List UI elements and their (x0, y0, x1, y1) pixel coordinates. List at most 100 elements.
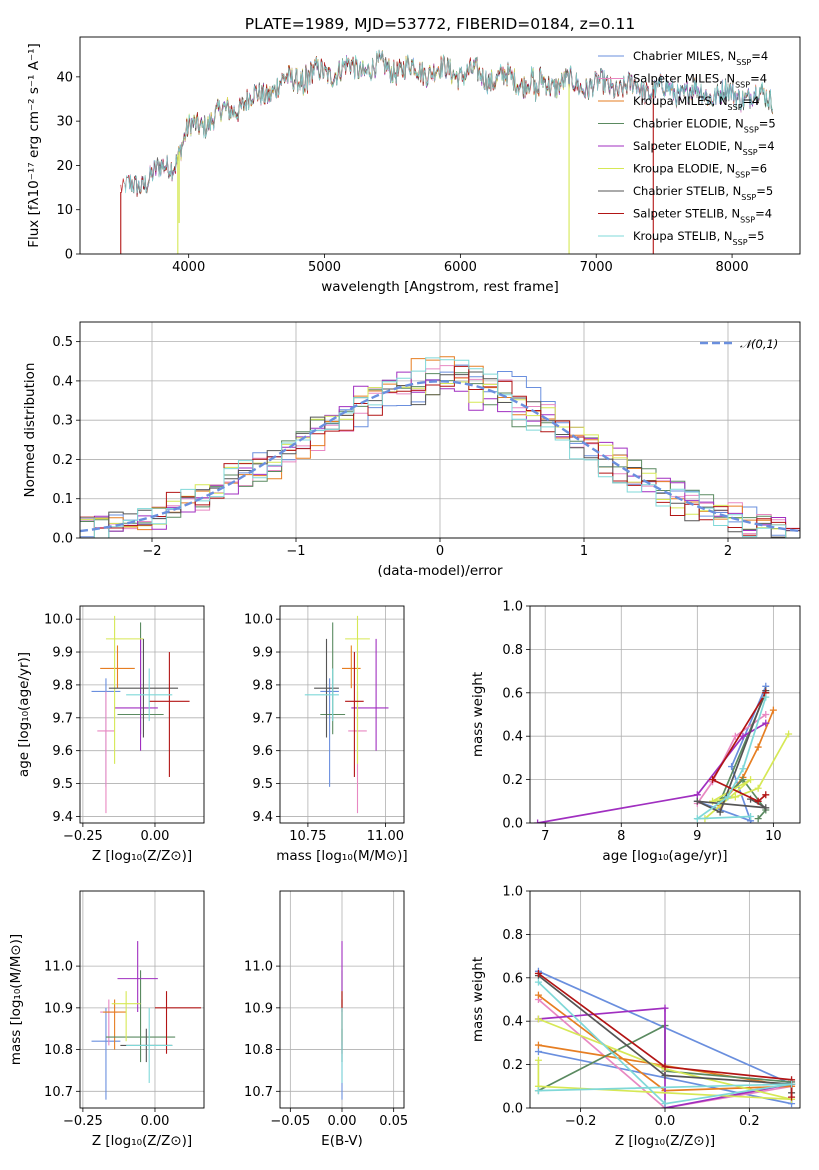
y-tick-label: 9.4 (252, 810, 273, 825)
weight-point-4 (762, 719, 770, 727)
y-axis-label: mass [log₁₀(M/M⊙)] (8, 934, 24, 1065)
weight-point-2 (754, 743, 762, 751)
y-tick-label: 0.8 (502, 928, 523, 943)
weight-point-5 (731, 793, 739, 801)
y-tick-label: 11.0 (44, 960, 73, 975)
axes-frame (279, 605, 405, 824)
legend: Chabrier MILES, NSSP=4 Salpeter MILES, NS… (598, 49, 776, 247)
legend-entry-8: Kroupa STELIB, NSSP=5 (633, 229, 764, 247)
y-tick-label: 0 (65, 248, 73, 263)
x-tick-label: 10.75 (289, 829, 326, 844)
y-tick-label: 9.6 (252, 744, 273, 759)
y-tick-label: 9.9 (52, 646, 73, 661)
y-tick-label: 0.2 (502, 773, 523, 788)
y-tick-label: 0.4 (502, 1015, 523, 1030)
y-tick-label: 0.0 (52, 532, 73, 547)
weight-point-4 (739, 732, 747, 740)
y-tick-label: 10.8 (44, 1043, 73, 1058)
weight-point-8 (724, 793, 732, 801)
y-tick-label: 0.2 (502, 1058, 523, 1073)
weight-point-5 (785, 730, 793, 738)
y-tick-label: 10.7 (244, 1085, 273, 1100)
weight-point-3 (739, 776, 747, 784)
weight-point-4 (534, 819, 542, 823)
legend-entry-6: Chabrier STELIB, NSSP=5 (633, 184, 773, 202)
figure-title: PLATE=1989, MJD=53772, FIBERID=0184, z=0… (245, 15, 635, 33)
x-tick-label: 0.00 (141, 1114, 170, 1129)
y-tick-label: 10.0 (244, 613, 273, 628)
y-axis-label: mass weight (470, 957, 486, 1042)
legend-entry-3: Chabrier ELODIE, NSSP=5 (633, 117, 776, 135)
y-tick-label: 0.3 (52, 414, 73, 429)
normal-reference-curve (80, 380, 800, 533)
age-vs-mass-axes: 10.75 11.00 9.4 9.5 9.6 9.7 9.8 9.9 10.0 (244, 606, 404, 844)
weight-point-6 (762, 804, 770, 812)
y-tick-label: 9.5 (252, 777, 273, 792)
x-tick-label: 11.00 (367, 829, 404, 844)
weight-point-5 (747, 776, 755, 784)
y-tick-label: 30 (56, 115, 73, 130)
weight-point-8 (693, 815, 701, 823)
y-tick-label: 0.0 (502, 817, 523, 832)
y-axis-label: Flux [fλ10⁻¹⁷ erg cm⁻² s⁻¹ A⁻¹] (26, 43, 42, 248)
weight-series-7 (711, 692, 767, 803)
weight-point-8 (739, 765, 747, 773)
weight-point-6 (693, 797, 701, 805)
y-tick-label: 0.2 (52, 453, 73, 468)
y-tick-label: 40 (56, 70, 73, 85)
axes-frame (529, 890, 801, 1109)
x-tick-label: 8000 (716, 260, 749, 275)
age-vs-Z-axes: −0.25 0.00 9.4 9.5 9.6 9.7 9.8 9.9 10.0 (44, 606, 204, 844)
x-tick-label: 0 (436, 544, 444, 559)
x-axis-label: mass [log₁₀(M/M⊙)] (276, 848, 407, 864)
weight-point-0 (534, 1048, 542, 1056)
weight-point-5 (534, 1015, 542, 1023)
histogram-series-8 (80, 357, 800, 538)
x-tick-label: −2 (142, 544, 161, 559)
weight-point-5 (709, 797, 717, 805)
axes-frame (279, 890, 405, 1109)
weight-vs-age-lines (534, 682, 793, 823)
y-tick-label: 0.6 (502, 686, 523, 701)
y-tick-label: 1.0 (502, 600, 523, 615)
x-tick-label: 4000 (172, 260, 205, 275)
axes-frame (529, 605, 801, 824)
weight-point-8 (534, 1087, 542, 1095)
x-tick-label: −0.2 (565, 1114, 597, 1129)
legend-entry-5: Kroupa ELODIE, NSSP=6 (633, 162, 767, 180)
y-tick-label: 0.1 (52, 492, 73, 507)
y-tick-label: 1.0 (502, 885, 523, 900)
y-tick-label: 0.5 (52, 335, 73, 350)
y-tick-label: 0.8 (502, 643, 523, 658)
x-tick-label: 7 (541, 829, 549, 844)
y-tick-label: 10.0 (44, 613, 73, 628)
histogram-series-7 (80, 365, 800, 536)
weight-point-7 (762, 791, 770, 799)
weight-point-1 (762, 711, 770, 718)
weight-point-1 (731, 732, 739, 740)
x-tick-label: 8 (617, 829, 625, 844)
x-axis-label: Z [log₁₀(Z/Z⊙)] (615, 1133, 715, 1149)
weight-point-7 (534, 969, 542, 977)
weight-point-7 (661, 1063, 669, 1071)
y-tick-label: 9.7 (52, 711, 73, 726)
y-tick-label: 11.0 (244, 960, 273, 975)
histograms (80, 356, 800, 538)
weight-point-2 (769, 706, 777, 714)
x-tick-label: 6000 (444, 260, 477, 275)
weight-series-8 (537, 981, 792, 1105)
axes-frame (79, 36, 801, 255)
spectrum-lines (120, 49, 774, 254)
y-tick-label: 9.8 (52, 678, 73, 693)
y-tick-label: 0.4 (502, 730, 523, 745)
legend-entry-4: Salpeter ELODIE, NSSP=4 (633, 139, 775, 157)
weight-point-8 (747, 812, 755, 820)
x-tick-label: 7000 (580, 260, 613, 275)
y-tick-label: 9.7 (252, 711, 273, 726)
x-axis-label: Z [log₁₀(Z/Z⊙)] (92, 1133, 192, 1149)
x-tick-label: −0.05 (270, 1114, 310, 1129)
x-axis-label: wavelength [Angstrom, rest frame] (321, 279, 559, 295)
weight-point-8 (788, 1080, 796, 1088)
x-tick-label: 9 (693, 829, 701, 844)
weight-point-7 (754, 797, 762, 805)
